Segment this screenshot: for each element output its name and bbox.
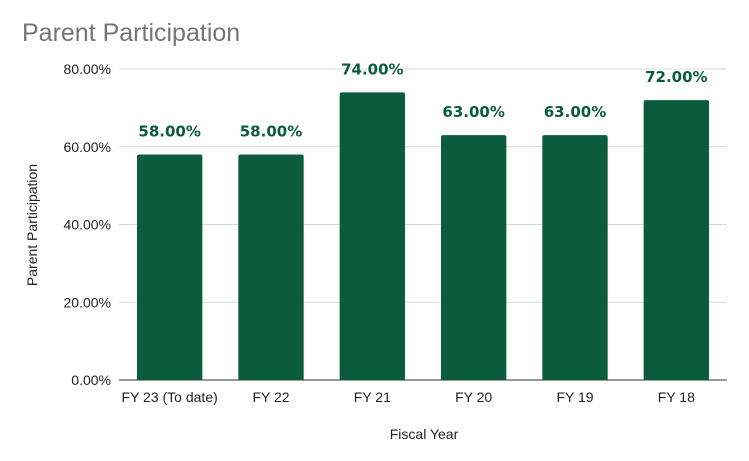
data-label: 74.00% — [341, 60, 403, 78]
bar — [238, 154, 304, 380]
data-label: 72.00% — [645, 68, 707, 86]
y-tick-label: 0.00% — [71, 372, 111, 388]
y-tick-label: 80.00% — [64, 61, 111, 77]
x-axis-ticks: FY 23 (To date) FY 22 FY 21 FY 20 FY 19 FY 18 — [122, 389, 696, 405]
data-labels: 58.00% 58.00% 74.00% 63.00% 63.00% 72.00% — [138, 60, 707, 140]
chart-title: Parent Participation — [22, 19, 240, 47]
x-tick-label: FY 18 — [658, 389, 695, 405]
y-tick-label: 40.00% — [64, 217, 111, 233]
x-tick-label: FY 21 — [354, 389, 391, 405]
x-tick-label: FY 23 (To date) — [122, 389, 218, 405]
x-tick-label: FY 19 — [556, 389, 593, 405]
y-tick-label: 20.00% — [64, 294, 111, 310]
bar — [643, 100, 710, 380]
bar — [440, 135, 507, 380]
data-label: 58.00% — [240, 123, 302, 141]
data-label: 58.00% — [138, 123, 200, 141]
y-axis-title: Parent Participation — [24, 164, 40, 286]
x-tick-label: FY 22 — [252, 389, 289, 405]
y-axis-ticks: 0.00% 20.00% 40.00% 60.00% 80.00% — [64, 61, 111, 388]
bars — [136, 92, 710, 380]
data-label: 63.00% — [544, 103, 606, 121]
data-label: 63.00% — [442, 103, 504, 121]
x-axis-title: Fiscal Year — [390, 426, 459, 442]
x-tick-label: FY 20 — [455, 389, 492, 405]
y-tick-label: 60.00% — [64, 139, 111, 155]
gridlines — [119, 68, 727, 381]
bar — [136, 154, 203, 380]
bar — [339, 92, 406, 380]
bar — [542, 135, 608, 380]
